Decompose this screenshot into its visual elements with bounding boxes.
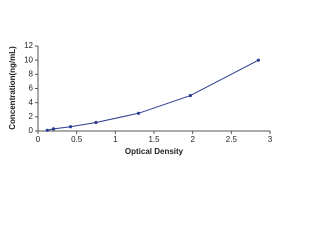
- x-axis-title: Optical Density: [125, 147, 184, 156]
- y-tick-label: 8: [29, 69, 34, 78]
- x-tick-label: 2.5: [226, 135, 238, 144]
- y-tick-label: 0: [29, 126, 34, 135]
- y-tick-label: 12: [24, 41, 33, 50]
- y-tick-label: 6: [29, 84, 34, 93]
- data-point: [51, 127, 56, 131]
- x-tick-label: 2: [190, 135, 195, 144]
- data-point: [188, 93, 192, 98]
- data-point: [136, 111, 141, 115]
- data-point: [68, 125, 73, 129]
- x-tick-label: 0: [36, 135, 41, 144]
- data-point: [256, 58, 260, 62]
- x-tick-label: 3: [268, 135, 273, 144]
- chart: Optical Density Concentration(ng/mL) 0 2 4…: [8, 41, 273, 156]
- page: {"chart_data": {"type": "scatter", "x_la…: [8, 41, 273, 157]
- y-tick-label: 10: [24, 55, 33, 64]
- y-tick-label: 2: [29, 112, 34, 121]
- x-tick-label: 1.5: [148, 135, 160, 144]
- data-point: [94, 120, 98, 125]
- y-tick-label: 4: [29, 98, 34, 107]
- x-tick-label: 1: [113, 135, 118, 144]
- curve: [47, 59, 259, 131]
- data-point: [45, 128, 49, 132]
- x-tick-label: 0.5: [71, 135, 83, 144]
- y-axis-title: Concentration(ng/mL): [8, 46, 17, 130]
